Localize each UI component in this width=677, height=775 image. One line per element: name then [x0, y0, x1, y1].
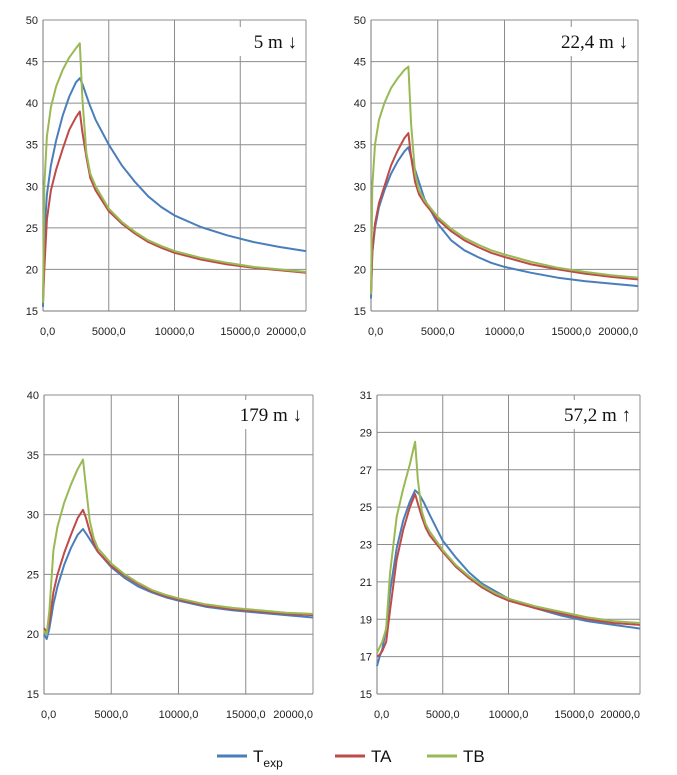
legend-label-ta: TA	[371, 747, 392, 766]
y-tick-label: 31	[360, 390, 372, 402]
legend: Texp TA TB	[217, 747, 485, 770]
series-line-tb	[43, 458, 314, 636]
y-tick-label: 25	[27, 569, 39, 581]
y-tick-label: 35	[26, 140, 38, 152]
y-tick-label: 50	[354, 15, 366, 27]
series-line-tb	[42, 42, 307, 303]
x-tick-label: 10000,0	[489, 709, 529, 721]
y-tick-label: 30	[354, 181, 366, 193]
series-line-tb	[376, 440, 641, 654]
y-tick-label: 35	[27, 450, 39, 462]
x-tick-label: 0,0	[368, 326, 383, 338]
x-tick-label: 10000,0	[159, 709, 199, 721]
y-tick-label: 30	[26, 181, 38, 193]
y-tick-label: 19	[360, 614, 372, 626]
y-tick-label: 29	[360, 427, 372, 439]
x-tick-label: 20000,0	[273, 709, 313, 721]
tag-box	[541, 27, 634, 56]
x-tick-label: 0,0	[40, 326, 55, 338]
x-tick-label: 15000,0	[220, 326, 260, 338]
x-tick-label: 20000,0	[266, 326, 306, 338]
x-tick-label: 15000,0	[554, 709, 594, 721]
y-tick-label: 20	[26, 264, 38, 276]
series-line-tb	[370, 65, 639, 295]
x-tick-label: 5000,0	[92, 326, 126, 338]
y-tick-label: 15	[354, 306, 366, 318]
chart-panel-bottom-right: 15 17 19 21 23 25 27 29 31 0,0 5000,0 10000,0 15000,…	[360, 390, 641, 721]
chart-panel-bottom-left: 15 20 25 30 35 40 0,0 5000,0 10000,0 15000,0 20000…	[27, 390, 314, 721]
x-tick-label: 15000,0	[551, 326, 591, 338]
x-tick-label: 10000,0	[155, 326, 195, 338]
y-tick-label: 23	[360, 540, 372, 552]
legend-label-tb: TB	[463, 747, 485, 766]
y-tick-label: 45	[354, 57, 366, 69]
y-tick-label: 35	[354, 140, 366, 152]
tag-box	[544, 400, 637, 429]
x-tick-label: 0,0	[41, 709, 56, 721]
panel-tag: 22,4 m ↓	[561, 32, 628, 53]
x-tick-label: 5000,0	[94, 709, 128, 721]
series-line-ta	[370, 132, 639, 295]
y-tick-label: 25	[26, 223, 38, 235]
y-tick-label: 45	[26, 57, 38, 69]
x-tick-label: 5000,0	[421, 326, 455, 338]
y-tick-label: 20	[354, 264, 366, 276]
y-tick-label: 40	[26, 98, 38, 110]
y-tick-label: 25	[354, 223, 366, 235]
panel-tag: 5 m ↓	[254, 32, 297, 53]
y-tick-label: 25	[360, 502, 372, 514]
x-tick-label: 0,0	[374, 709, 389, 721]
series-line-ta	[376, 493, 641, 658]
y-tick-label: 17	[360, 652, 372, 664]
y-tick-label: 21	[360, 577, 372, 589]
y-tick-label: 15	[26, 306, 38, 318]
y-tick-label: 40	[354, 98, 366, 110]
tag-box	[239, 27, 303, 56]
x-tick-label: 5000,0	[426, 709, 460, 721]
tag-box	[224, 400, 308, 429]
legend-label-texp: Texp	[253, 747, 283, 770]
y-tick-label: 30	[27, 510, 39, 522]
series-line-ta	[42, 110, 307, 303]
panel-tag: 57,2 m ↑	[564, 405, 631, 426]
y-tick-label: 15	[27, 689, 39, 701]
y-tick-label: 27	[360, 465, 372, 477]
chart-panel-top-right: 15 20 25 30 35 40 45 50 0,0 5000,0 10000,0 15000,0 2…	[354, 15, 639, 338]
x-tick-label: 20000,0	[598, 326, 638, 338]
y-tick-label: 20	[27, 629, 39, 641]
y-tick-label: 50	[26, 15, 38, 27]
x-tick-label: 20000,0	[600, 709, 640, 721]
x-tick-label: 15000,0	[226, 709, 266, 721]
y-tick-label: 15	[360, 689, 372, 701]
chart-panel-top-left: 15 20 25 30 35 40 45 50 0,0 5000,0 10000,0 15000,0 2…	[26, 15, 307, 338]
panel-tag: 179 m ↓	[240, 405, 302, 426]
x-tick-label: 10000,0	[485, 326, 525, 338]
y-tick-label: 40	[27, 390, 39, 402]
series-line-texp	[42, 77, 307, 307]
series-line-ta	[43, 508, 314, 633]
legend-subscript: exp	[263, 756, 283, 770]
